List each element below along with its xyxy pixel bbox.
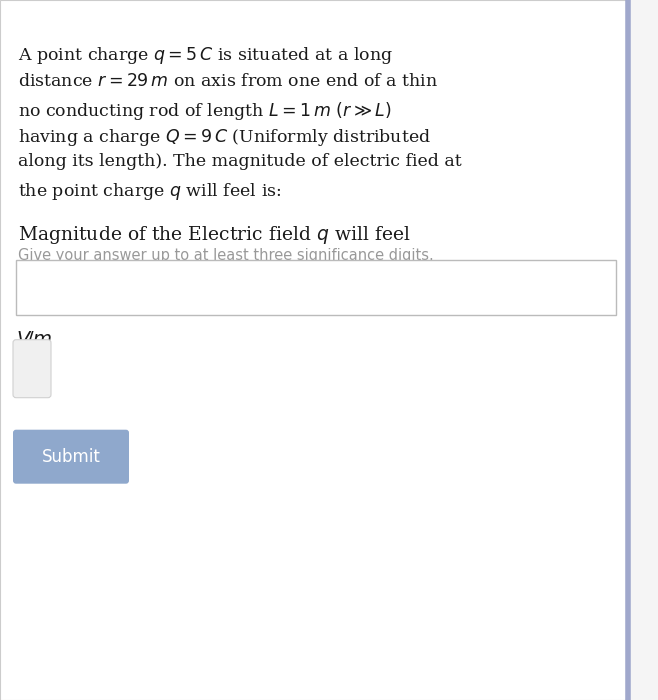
Text: A point charge $q = 5\,C$ is situated at a long: A point charge $q = 5\,C$ is situated at… — [18, 46, 393, 66]
Text: distance $r = 29\,m$ on axis from one end of a thin: distance $r = 29\,m$ on axis from one en… — [18, 73, 438, 90]
Text: Give your answer up to at least three significance digits.: Give your answer up to at least three si… — [18, 248, 434, 262]
Text: Submit: Submit — [41, 448, 101, 466]
Text: no conducting rod of length $L = 1\,m$ $(r \gg L)$: no conducting rod of length $L = 1\,m$ $… — [18, 99, 392, 122]
Text: the point charge $q$ will feel is:: the point charge $q$ will feel is: — [18, 181, 282, 202]
FancyBboxPatch shape — [13, 430, 129, 484]
Text: having a charge $Q = 9\,C$ (Uniformly distributed: having a charge $Q = 9\,C$ (Uniformly di… — [18, 127, 431, 148]
Text: along its length). The magnitude of electric fied at: along its length). The magnitude of elec… — [18, 153, 462, 171]
Text: Magnitude of the Electric field $q$ will feel: Magnitude of the Electric field $q$ will… — [18, 224, 411, 246]
FancyBboxPatch shape — [13, 340, 51, 398]
FancyBboxPatch shape — [16, 260, 616, 315]
Text: $V\!/m$: $V\!/m$ — [16, 329, 53, 349]
FancyBboxPatch shape — [0, 0, 628, 700]
